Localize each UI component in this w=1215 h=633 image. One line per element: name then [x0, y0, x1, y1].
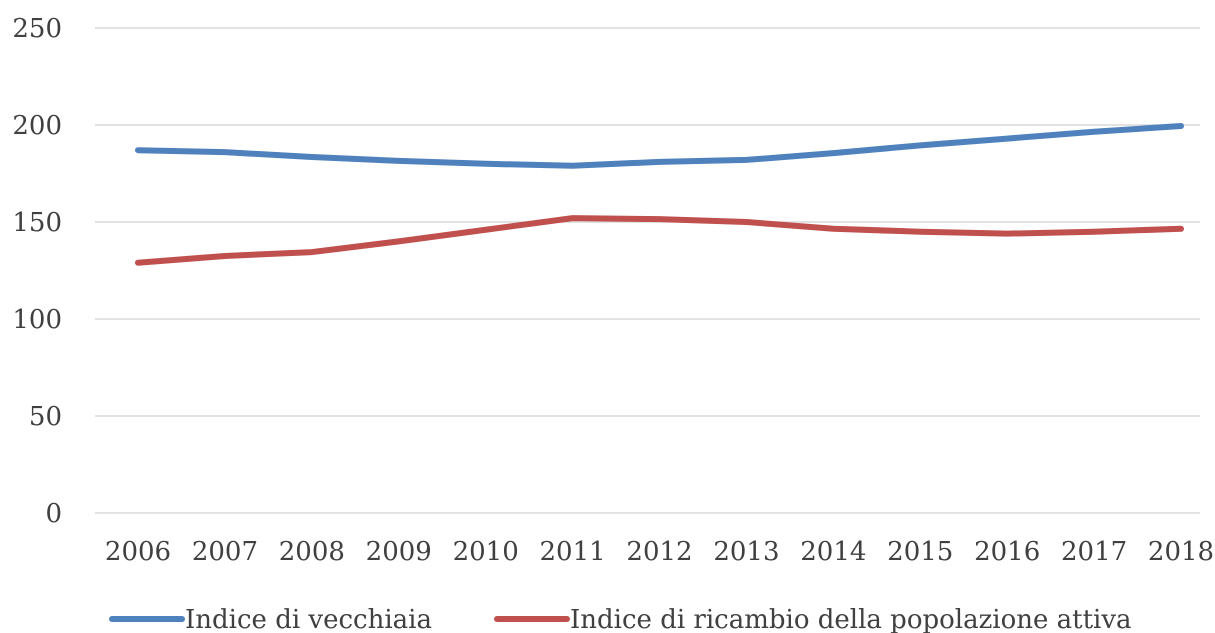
legend-label-2: Indice di ricambio della popolazione att… — [570, 605, 1132, 633]
series-line-2 — [135, 215, 1184, 266]
legend: Indice di vecchiaia Indice di ricambio de… — [109, 605, 1132, 633]
x-tick-label: 2014 — [800, 537, 866, 567]
x-tick-label: 2017 — [1061, 537, 1127, 567]
y-tick-label: 150 — [12, 208, 62, 238]
x-tick-label: 2012 — [626, 537, 692, 567]
y-tick-label: 50 — [29, 402, 62, 432]
x-tick-label: 2018 — [1148, 537, 1214, 567]
series-line-1 — [135, 122, 1184, 169]
x-tick-label: 2013 — [713, 537, 779, 567]
y-tick-label: 100 — [12, 305, 62, 335]
x-tick-label: 2011 — [539, 537, 605, 567]
y-tick-label: 200 — [12, 111, 62, 141]
gridlines — [95, 27, 1200, 514]
x-tick-label: 2010 — [453, 537, 519, 567]
x-tick-label: 2008 — [279, 537, 345, 567]
x-tick-label: 2009 — [366, 537, 432, 567]
x-tick-label: 2015 — [887, 537, 953, 567]
x-axis-ticks: 2006 2007 2008 2009 2010 2011 2012 2013 2014 2015… — [105, 537, 1214, 567]
x-tick-label: 2007 — [192, 537, 258, 567]
y-axis-ticks: 0 50 100 150 200 250 — [12, 14, 62, 529]
x-tick-label: 2016 — [974, 537, 1040, 567]
y-tick-label: 0 — [45, 499, 62, 529]
legend-label-1: Indice di vecchiaia — [185, 605, 432, 633]
y-tick-label: 250 — [12, 14, 62, 44]
series-lines — [135, 122, 1184, 266]
x-tick-label: 2006 — [105, 537, 171, 567]
